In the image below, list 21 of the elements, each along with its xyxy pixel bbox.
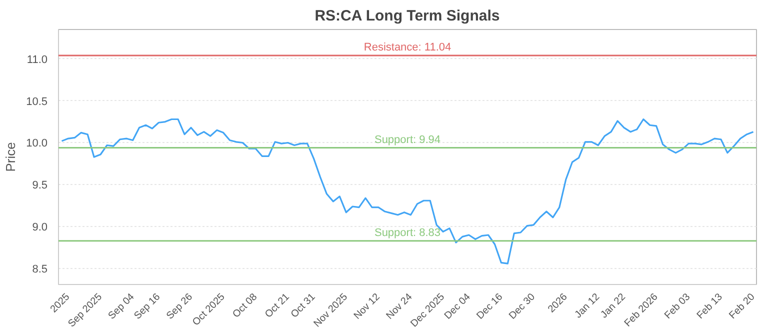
y-tick-label: 9.0 (32, 222, 48, 234)
y-tick-label: 10.5 (26, 96, 48, 108)
y-axis-title: Price (3, 142, 18, 172)
x-tick-label: Dec 30 (507, 291, 538, 322)
chart-title: RS:CA Long Term Signals (314, 8, 500, 24)
x-tick-label: Feb 13 (695, 291, 726, 322)
y-tick-label: 8.5 (32, 264, 48, 276)
ref-line-label: Support: 8.83 (374, 226, 441, 239)
line-series (60, 118, 754, 264)
x-tick-label: Dec 16 (474, 291, 506, 322)
x-tick-label: Nov 12 (352, 291, 383, 322)
ref-line-label: Resistance: 11.04 (364, 42, 452, 54)
y-tick-label: 11.0 (26, 54, 48, 66)
y-tick-label: 10.0 (26, 138, 48, 150)
x-tick-label: Feb 20 (727, 291, 758, 322)
x-tick-label: Dec 04 (442, 291, 474, 322)
x-tick-label: Feb 03 (662, 291, 693, 322)
y-tick-label: 9.5 (32, 180, 48, 192)
x-tick-label: Oct 08 (230, 291, 260, 320)
x-tick-label: Sep 16 (132, 291, 163, 322)
ref-line-label: Support: 9.94 (374, 134, 441, 146)
